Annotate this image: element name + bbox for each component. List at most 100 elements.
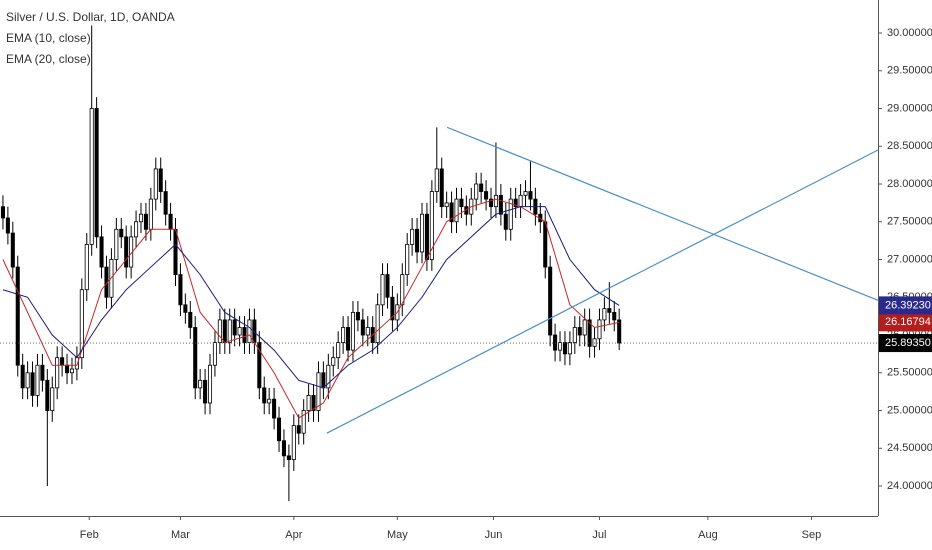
candle-body (316, 372, 321, 411)
y-tick-label: 29.50000 (887, 65, 932, 77)
candle-body (168, 213, 173, 230)
candle-body (212, 342, 217, 366)
candle-body (301, 410, 306, 434)
candle-body (5, 217, 10, 234)
candle-body (45, 379, 50, 411)
candle-body (488, 198, 494, 208)
candle-body (400, 274, 405, 306)
candle-body (291, 425, 296, 460)
candle-body (341, 327, 346, 343)
y-tick-label: 30.00000 (887, 27, 932, 39)
candle-body (242, 327, 247, 343)
last-price-label: 25.89350 (885, 337, 931, 349)
candle-body (474, 183, 479, 200)
candle-body (548, 266, 553, 336)
candle-body (479, 183, 484, 192)
candle-body (277, 417, 282, 442)
candle-body (20, 364, 25, 389)
candle-body (518, 194, 523, 208)
x-tick-label: Jun (485, 529, 503, 541)
last-price-label-box (879, 334, 932, 353)
candle-body (424, 213, 429, 260)
candle-body (198, 379, 203, 389)
x-tick-label: Jul (592, 529, 606, 541)
y-tick-label: 27.00000 (887, 253, 932, 265)
candle-body (227, 319, 232, 343)
candle-body (528, 191, 533, 200)
candle-body (148, 198, 153, 230)
candle-body (203, 379, 208, 404)
candle-body (543, 221, 548, 268)
ema-value-label-box (879, 296, 932, 315)
ema-line (2, 198, 620, 419)
legend-entry: EMA (10, close) (6, 31, 91, 45)
candle-body (163, 191, 168, 215)
candle-body (439, 168, 444, 208)
candle-body (434, 168, 439, 192)
candle-body (513, 198, 518, 208)
y-tick-label: 29.00000 (887, 102, 932, 114)
candle-body (55, 357, 60, 389)
candle-body (60, 357, 65, 366)
candle-body (449, 202, 454, 223)
legend-entry: EMA (20, close) (6, 52, 91, 66)
candle-body (50, 387, 55, 411)
trend-line (446, 126, 879, 301)
ema-value-label: 26.16794 (885, 316, 931, 328)
candle-body (410, 228, 415, 245)
candle-body (459, 198, 464, 208)
candle-body (94, 108, 99, 238)
candle-body (281, 440, 286, 457)
candle-body (360, 319, 365, 336)
candle-body (183, 304, 188, 313)
x-tick-label: Feb (80, 529, 99, 541)
candle-body (419, 213, 425, 253)
candle-body (567, 342, 572, 355)
candle-body (222, 319, 227, 343)
candle-body (124, 236, 129, 268)
candle-body (69, 368, 75, 374)
x-tick-label: Apr (285, 529, 302, 541)
candle-body (587, 319, 592, 347)
candle-body (138, 213, 144, 223)
candle-body (503, 213, 508, 230)
candle-body (523, 191, 528, 196)
chart-title: Silver / U.S. Dollar, 1D, OANDA (6, 10, 175, 24)
candle-body (296, 425, 301, 434)
candle-body (153, 168, 158, 200)
candle-body (558, 342, 563, 351)
candle-body (188, 311, 193, 328)
candle-body (65, 364, 70, 374)
candle-body (237, 327, 242, 336)
candle-body (385, 274, 390, 298)
candle-body (119, 228, 124, 238)
candle-body (272, 398, 277, 419)
x-tick-label: Aug (698, 529, 718, 541)
y-tick-label: 25.50000 (887, 367, 932, 379)
trend-line (326, 149, 879, 434)
candle-body (380, 274, 385, 306)
candle-body (286, 455, 291, 460)
candle-body (355, 311, 360, 321)
candle-body (89, 108, 94, 245)
candle-body (99, 236, 104, 268)
candle-body (454, 198, 459, 223)
candle-body (365, 327, 370, 336)
candle-body (562, 342, 567, 355)
candle-body (30, 372, 35, 396)
candle-body (336, 342, 341, 359)
candle-body (326, 364, 331, 389)
candle-body (375, 304, 380, 343)
candle-body (306, 395, 311, 411)
candle-body (617, 319, 622, 344)
candle-body (193, 327, 198, 389)
candle-body (257, 342, 262, 389)
candle-body (553, 334, 558, 351)
candle-body (134, 221, 139, 238)
candle-body (582, 319, 587, 336)
candle-body (247, 319, 252, 343)
candle-body (602, 308, 607, 321)
ema-value-label: 26.39230 (885, 299, 931, 311)
candle-body (84, 244, 89, 291)
